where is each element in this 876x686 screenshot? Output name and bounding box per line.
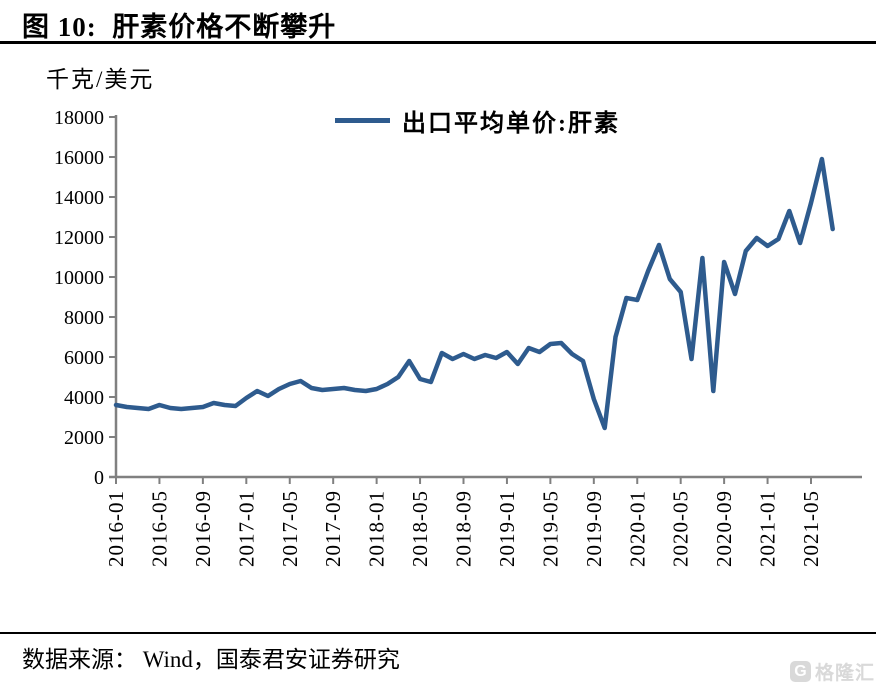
x-tick-label: 2021-01 <box>756 490 780 567</box>
figure-title: 图 10: 肝素价格不断攀升 <box>22 12 337 42</box>
y-axis: 0 2000 4000 6000 8000 10000 12000 14000 16000 180… <box>54 107 118 489</box>
x-tick-label: 2019-01 <box>495 490 519 567</box>
x-tick-label: 2018-05 <box>408 490 432 567</box>
series-line <box>113 156 835 431</box>
y-tick-label: 12000 <box>54 227 104 249</box>
title-underline <box>0 41 876 44</box>
x-tick-label: 2020-05 <box>669 490 693 567</box>
y-tick-label: 2000 <box>64 427 104 449</box>
data-source-label: 数据来源： Wind，国泰君安证券研究 <box>22 647 400 672</box>
x-tick-label: 2020-09 <box>712 490 736 567</box>
x-tick-label: 2018-01 <box>365 490 389 567</box>
x-axis: 2016-01 2016-05 2016-09 2017-01 2017-05 2017-… <box>104 475 862 567</box>
x-tick-label: 2017-09 <box>321 490 345 567</box>
x-tick-label: 2017-01 <box>234 490 258 567</box>
x-tick-label: 2016-09 <box>191 490 215 567</box>
watermark-logo-icon: G <box>790 661 811 682</box>
y-unit-label: 千克/美元 <box>46 67 155 92</box>
x-tick-label: 2019-05 <box>538 490 562 567</box>
y-tick-label: 10000 <box>54 267 104 289</box>
watermark-label: 格隆汇 <box>815 663 876 684</box>
y-tick-label: 4000 <box>64 387 104 409</box>
y-tick-label: 0 <box>94 467 104 489</box>
x-tick-label: 2017-05 <box>278 490 302 567</box>
x-tick-label: 2019-09 <box>582 490 606 567</box>
y-tick-label: 18000 <box>54 107 104 129</box>
x-tick-label: 2021-05 <box>799 490 823 567</box>
chart-legend: 出口平均单价:肝素 <box>335 103 620 138</box>
y-tick-label: 8000 <box>64 307 104 329</box>
legend-line-swatch-icon <box>335 118 390 123</box>
y-tick-label: 14000 <box>54 187 104 209</box>
y-tick-label: 6000 <box>64 347 104 369</box>
x-tick-label: 2020-01 <box>625 490 649 567</box>
x-tick-label: 2018-09 <box>452 490 476 567</box>
y-tick-label: 16000 <box>54 147 104 169</box>
watermark: G 格隆汇 <box>790 658 875 685</box>
x-tick-label: 2016-01 <box>104 490 128 567</box>
x-tick-label: 2016-05 <box>147 490 171 567</box>
footer-divider <box>0 632 876 634</box>
legend-label: 出口平均单价:肝素 <box>402 111 620 137</box>
